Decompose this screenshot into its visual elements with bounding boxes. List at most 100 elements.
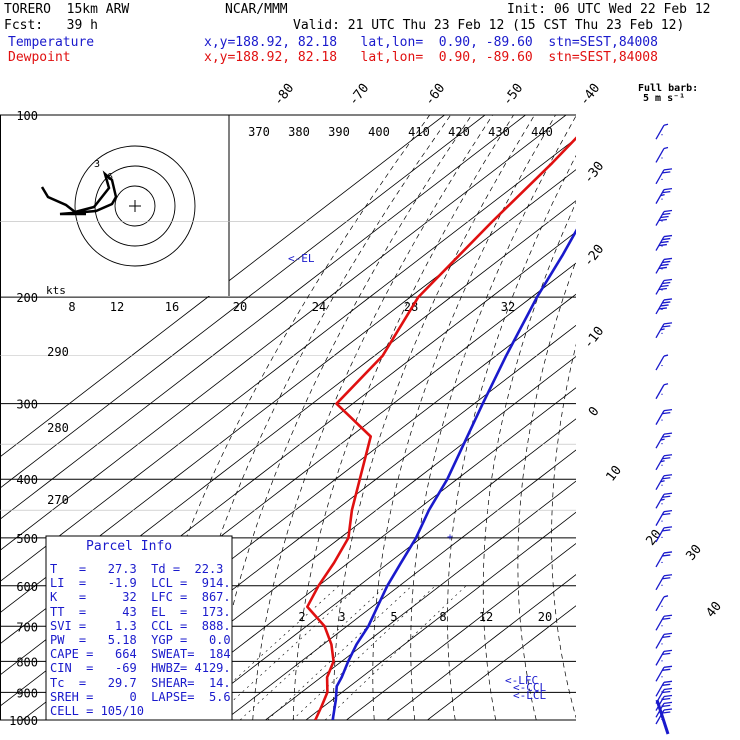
temperature-location: x,y=188.92, 82.18 lat,lon= 0.90, -89.60 …: [204, 35, 658, 50]
dewpoint-location: x,y=188.92, 82.18 lat,lon= 0.90, -89.60 …: [204, 50, 658, 65]
barb-flag: [662, 697, 671, 701]
valid-time: Valid: 21 UTC Thu 23 Feb 12 (15 CST Thu …: [293, 18, 685, 33]
lfc-marker: <-LFC: [505, 674, 539, 687]
dewpoint-legend: Dewpoint: [8, 50, 71, 65]
dry-adiabat-line: [211, 115, 472, 720]
wind-barb: [655, 257, 673, 274]
pressure-tick-label: 300: [16, 398, 38, 412]
barb-flag: [662, 529, 671, 532]
barb-staff: [655, 634, 665, 649]
barb-flag: [663, 146, 669, 150]
mixing-ratio-label: 20: [538, 610, 552, 624]
theta-side-label: 290: [47, 345, 69, 359]
full-barb-units: 5 m s⁻¹: [643, 93, 686, 104]
hodograph-trace: [40, 170, 118, 216]
barb-flag: [663, 322, 673, 325]
isotherm-label: 10: [604, 463, 625, 485]
wind-barb: [655, 454, 673, 471]
barb-flag: [663, 649, 673, 653]
theta-label: 420: [448, 125, 470, 139]
isotherm-label: -10: [581, 324, 607, 352]
pressure-tick-label: 500: [16, 532, 38, 546]
wind-barb: [655, 209, 673, 226]
pressure-tick-label: 800: [16, 655, 38, 669]
isotherm-label: -80: [271, 81, 297, 109]
barb-flag: [663, 614, 673, 617]
barb-staff: [655, 552, 665, 568]
barb-staff: [655, 475, 665, 491]
full-barb-label: Full barb:: [638, 83, 699, 94]
barb-flag: [663, 123, 669, 126]
barb-flag: [662, 212, 671, 216]
parcel-info-row: Tc = 29.7 SHEAR= 14.: [50, 675, 231, 690]
dry-adiabat-line: [616, 115, 702, 720]
wind-barb: [655, 509, 673, 526]
hodograph-ring-label: 3: [94, 159, 100, 170]
theta-label: 390: [328, 125, 350, 139]
parcel-info-row: SREH = 0 LAPSE= 5.6: [50, 689, 231, 704]
temperature-profile: [331, 228, 576, 720]
isotherm-label: -70: [346, 81, 372, 109]
barb-staff: [655, 280, 665, 295]
hodo-speed-label: 20: [233, 300, 247, 314]
wind-barb: [655, 632, 673, 649]
wind-barb: [655, 383, 669, 400]
barb-flag: [662, 171, 671, 174]
barb-flag: [663, 474, 673, 477]
barb-flag: [662, 683, 671, 686]
barb-staff: [655, 169, 665, 185]
wind-barb: [655, 432, 673, 449]
barb-flag: [662, 668, 671, 671]
barb-staff: [655, 323, 665, 339]
wind-barb: [655, 123, 669, 140]
pressure-tick-label: 400: [16, 473, 38, 487]
el-marker: <-EL: [288, 252, 315, 265]
isotherm-label: -20: [581, 242, 607, 270]
parcel-info-row: LI = -1.9 LCL = 914.: [50, 576, 231, 591]
barb-flag: [662, 435, 671, 438]
barb-flag: [660, 438, 665, 441]
parcel-info-row: CIN = -69 HWBZ= 4129.: [50, 661, 231, 676]
barb-staff: [655, 615, 665, 631]
barb-flag: [662, 457, 671, 460]
barb-flag: [663, 595, 669, 598]
theta-label: 410: [408, 125, 430, 139]
barb-flag: [662, 704, 671, 707]
theta-label: 440: [531, 125, 553, 139]
isotherm-label: 0: [586, 404, 603, 419]
parcel-info-row: PW = 5.18 YGP = 0.0: [50, 633, 231, 647]
barb-flag: [660, 480, 665, 483]
barb-flag: [663, 432, 673, 435]
barb-flag: [662, 301, 671, 304]
pressure-tick-label: 900: [16, 686, 38, 700]
init-time: Init: 06 UTC Wed 22 Feb 12: [507, 2, 711, 17]
lcl-marker: <-LCL: [513, 689, 547, 702]
barb-flag: [658, 287, 667, 291]
barb-staff: [655, 355, 665, 371]
wind-barb: [655, 492, 673, 509]
dry-adiabat-line: [736, 115, 740, 720]
barb-flag: [663, 526, 673, 529]
barb-flag: [663, 492, 673, 495]
theta-label: 370: [248, 125, 270, 139]
barb-flag: [660, 263, 669, 267]
barb-flag: [663, 168, 673, 171]
pressure-tick-label: 1000: [9, 714, 38, 728]
barb-flag: [663, 209, 673, 213]
barb-staff: [655, 148, 665, 163]
barb-flag: [658, 218, 667, 222]
barb-surface-cluster: [655, 699, 670, 735]
wind-barb: [655, 187, 673, 204]
mixing-ratio-line: [324, 585, 467, 720]
barb-flag: [663, 187, 673, 191]
pressure-tick-label: 600: [16, 580, 38, 594]
barb-flag: [662, 190, 671, 194]
dewpoint-profile: [305, 136, 576, 720]
isotherm-label: -60: [422, 81, 448, 109]
hodograph-ring: [114, 185, 156, 227]
isotherm-line: [386, 574, 576, 720]
isotherm-label: 40: [704, 599, 725, 621]
isotherm-line: [224, 449, 576, 720]
barb-flag: [662, 281, 671, 285]
